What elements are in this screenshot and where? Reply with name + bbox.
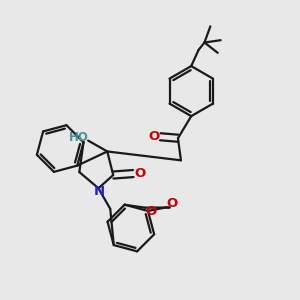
- Text: HO: HO: [69, 131, 89, 144]
- Text: N: N: [94, 185, 105, 198]
- Text: O: O: [135, 167, 146, 180]
- Text: O: O: [148, 130, 160, 143]
- Text: O: O: [167, 197, 178, 210]
- Text: O: O: [145, 205, 156, 218]
